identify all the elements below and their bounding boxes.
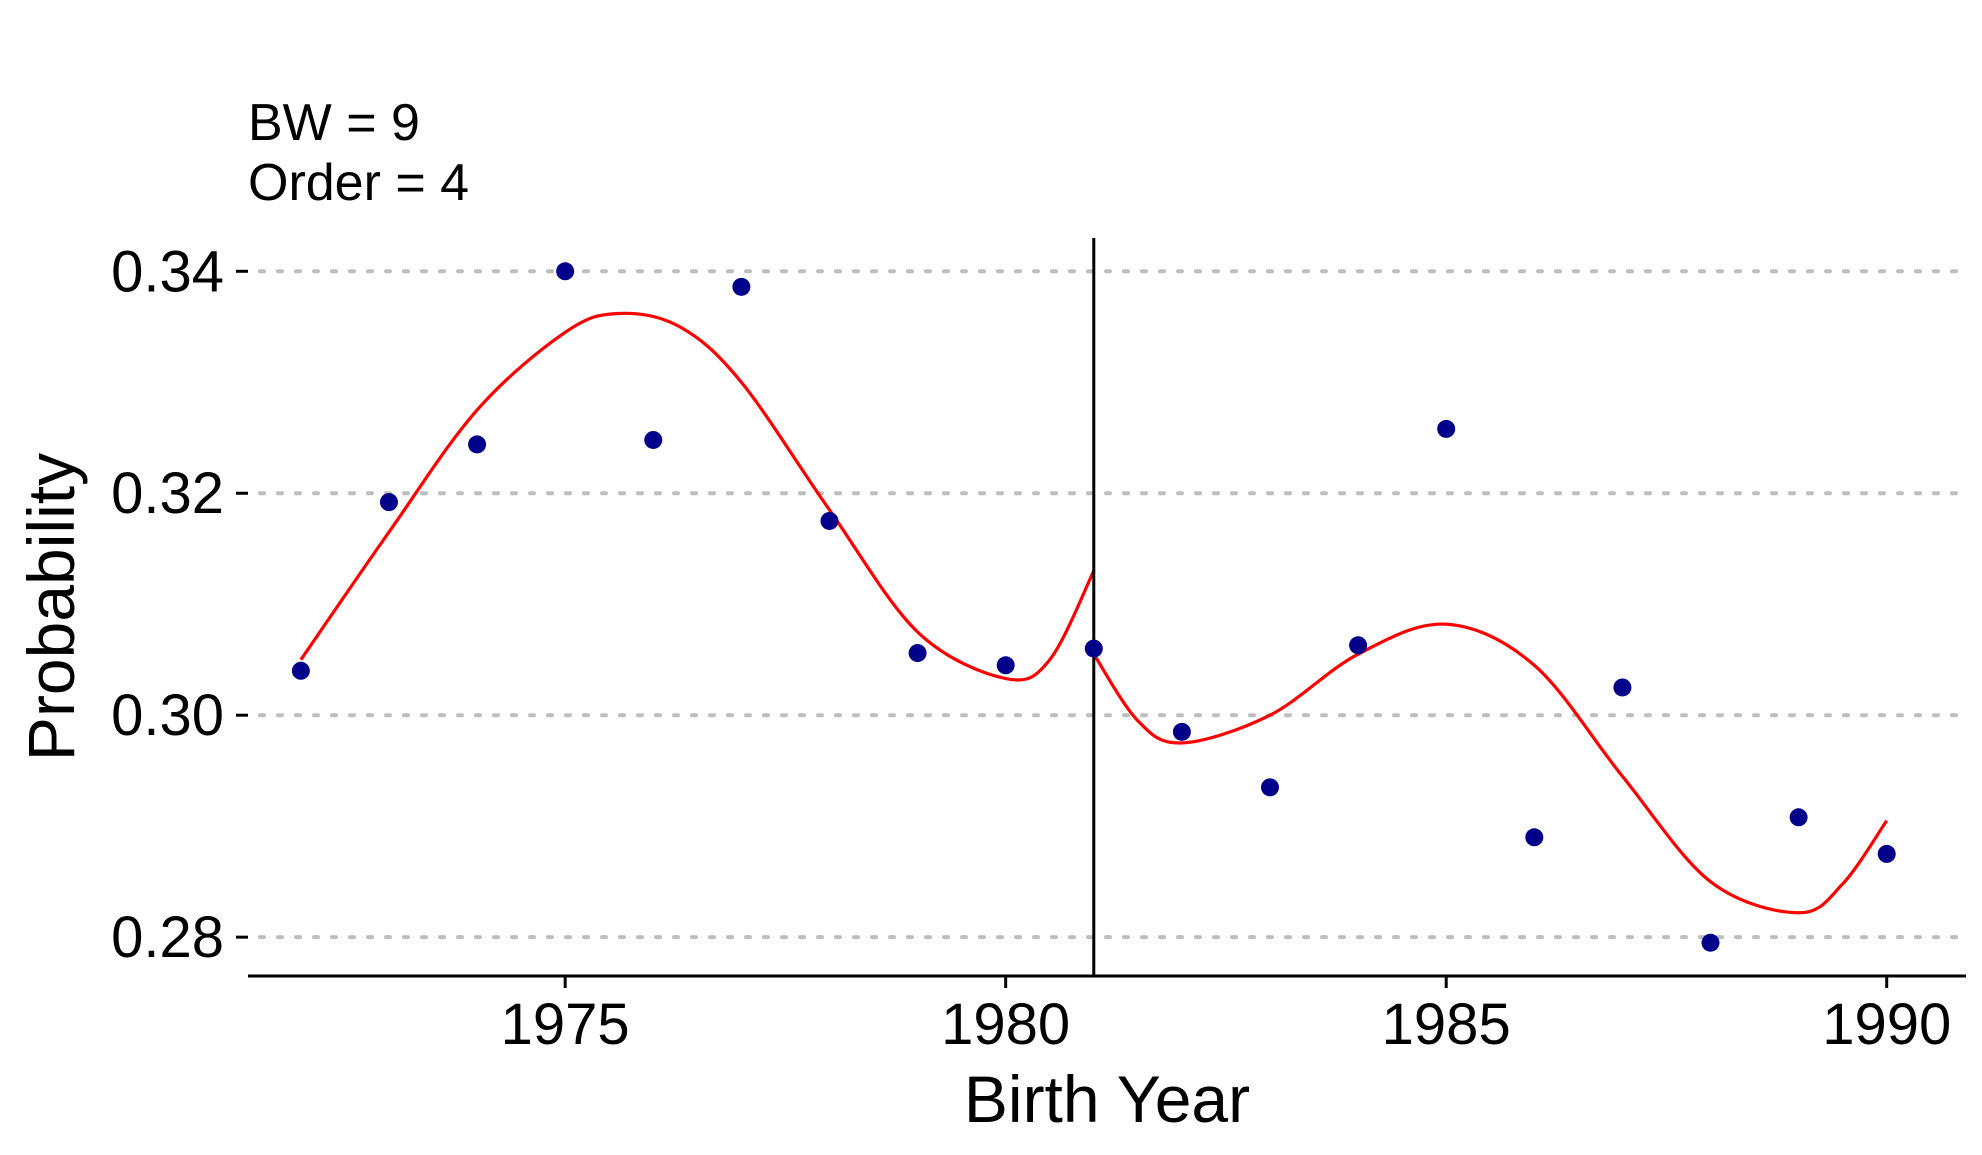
point-1981 xyxy=(1084,639,1103,658)
y-ticks: 0.28 0.30 0.32 0.34 xyxy=(111,239,248,970)
y-tick-label-0.28: 0.28 xyxy=(111,905,224,970)
point-1975 xyxy=(556,262,575,281)
y-tick-label-0.32: 0.32 xyxy=(111,461,224,526)
order-annotation: Order = 4 xyxy=(248,154,469,212)
point-1983 xyxy=(1260,778,1279,797)
data-points xyxy=(291,262,1896,952)
annotation: BW = 9 Order = 4 xyxy=(248,94,469,212)
y-tick-label-0.34: 0.34 xyxy=(111,239,224,304)
point-1989 xyxy=(1789,808,1808,827)
x-tick-label-1980: 1980 xyxy=(941,992,1070,1057)
x-ticks: 1975 1980 1985 1990 xyxy=(501,976,1951,1057)
x-axis-title: Birth Year xyxy=(964,1062,1250,1136)
point-1973 xyxy=(379,493,398,512)
point-1982 xyxy=(1172,722,1191,741)
point-1978 xyxy=(820,511,839,530)
y-tick-label-0.30: 0.30 xyxy=(111,683,224,748)
point-1977 xyxy=(732,277,751,296)
fit-curve-left xyxy=(299,311,1096,682)
gridlines xyxy=(258,269,1968,940)
point-1988 xyxy=(1701,933,1720,952)
point-1984 xyxy=(1349,636,1368,655)
point-1990 xyxy=(1877,844,1896,863)
point-1976 xyxy=(644,430,663,449)
point-1972 xyxy=(291,661,310,680)
point-1985 xyxy=(1437,419,1456,438)
y-axis-title: Probability xyxy=(14,453,88,761)
point-1979 xyxy=(908,644,927,663)
bandwidth-annotation: BW = 9 xyxy=(248,94,420,152)
point-1986 xyxy=(1525,828,1544,847)
x-tick-label-1990: 1990 xyxy=(1822,992,1951,1057)
point-1974 xyxy=(468,435,487,454)
fit-curve-right xyxy=(1092,622,1889,915)
x-tick-label-1985: 1985 xyxy=(1382,992,1511,1057)
point-1980 xyxy=(996,656,1015,675)
fit-curves xyxy=(299,311,1889,915)
point-1987 xyxy=(1613,678,1632,697)
x-tick-label-1975: 1975 xyxy=(501,992,630,1057)
